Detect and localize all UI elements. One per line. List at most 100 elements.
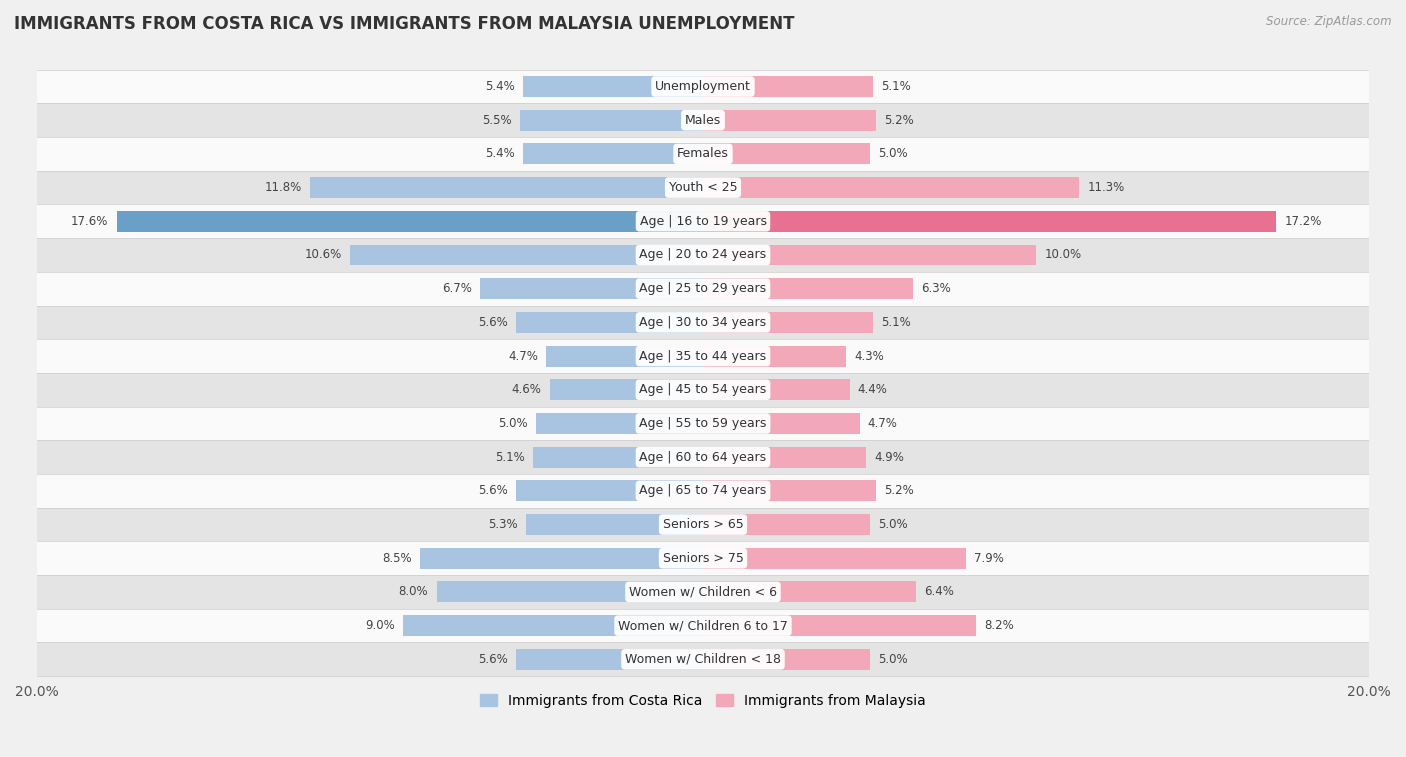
Bar (37, 508, 1369, 541)
Text: 5.6%: 5.6% (478, 484, 508, 497)
Text: Age | 45 to 54 years: Age | 45 to 54 years (640, 383, 766, 396)
Text: 5.6%: 5.6% (478, 316, 508, 329)
Bar (703, 110, 876, 131)
Bar (703, 615, 976, 636)
Text: 4.7%: 4.7% (508, 350, 538, 363)
Bar (37, 70, 1369, 104)
Bar (703, 177, 1080, 198)
Text: Source: ZipAtlas.com: Source: ZipAtlas.com (1267, 15, 1392, 28)
Text: 4.3%: 4.3% (855, 350, 884, 363)
Text: Age | 25 to 29 years: Age | 25 to 29 years (640, 282, 766, 295)
Text: 5.0%: 5.0% (877, 148, 907, 160)
Text: 5.5%: 5.5% (482, 114, 512, 126)
Text: 5.4%: 5.4% (485, 80, 515, 93)
Text: 11.3%: 11.3% (1088, 181, 1125, 194)
Bar (37, 137, 1369, 171)
Bar (350, 245, 703, 266)
Bar (404, 615, 703, 636)
Bar (520, 110, 703, 131)
Legend: Immigrants from Costa Rica, Immigrants from Malaysia: Immigrants from Costa Rica, Immigrants f… (475, 689, 931, 714)
Text: 8.2%: 8.2% (984, 619, 1014, 632)
Bar (37, 171, 1369, 204)
Text: 5.1%: 5.1% (882, 80, 911, 93)
Text: Age | 65 to 74 years: Age | 65 to 74 years (640, 484, 766, 497)
Bar (37, 441, 1369, 474)
Bar (37, 272, 1369, 306)
Bar (703, 211, 1275, 232)
Bar (703, 379, 849, 400)
Bar (37, 474, 1369, 508)
Text: Women w/ Children 6 to 17: Women w/ Children 6 to 17 (619, 619, 787, 632)
Bar (37, 407, 1369, 441)
Text: IMMIGRANTS FROM COSTA RICA VS IMMIGRANTS FROM MALAYSIA UNEMPLOYMENT: IMMIGRANTS FROM COSTA RICA VS IMMIGRANTS… (14, 15, 794, 33)
Bar (516, 649, 703, 670)
Text: Age | 20 to 24 years: Age | 20 to 24 years (640, 248, 766, 261)
Text: 17.2%: 17.2% (1284, 215, 1322, 228)
Text: 4.6%: 4.6% (512, 383, 541, 396)
Text: 5.1%: 5.1% (495, 450, 524, 464)
Bar (703, 514, 869, 535)
Text: Age | 16 to 19 years: Age | 16 to 19 years (640, 215, 766, 228)
Text: 5.0%: 5.0% (877, 653, 907, 666)
Bar (516, 481, 703, 501)
Bar (703, 279, 912, 299)
Bar (37, 104, 1369, 137)
Text: 5.4%: 5.4% (485, 148, 515, 160)
Text: Males: Males (685, 114, 721, 126)
Bar (117, 211, 703, 232)
Bar (550, 379, 703, 400)
Bar (523, 76, 703, 97)
Text: Women w/ Children < 18: Women w/ Children < 18 (626, 653, 780, 666)
Text: 6.4%: 6.4% (925, 585, 955, 599)
Bar (420, 548, 703, 569)
Text: Age | 30 to 34 years: Age | 30 to 34 years (640, 316, 766, 329)
Bar (37, 339, 1369, 373)
Text: Age | 55 to 59 years: Age | 55 to 59 years (640, 417, 766, 430)
Text: 8.0%: 8.0% (398, 585, 429, 599)
Bar (703, 76, 873, 97)
Bar (479, 279, 703, 299)
Text: Youth < 25: Youth < 25 (669, 181, 737, 194)
Bar (547, 346, 703, 366)
Text: Unemployment: Unemployment (655, 80, 751, 93)
Text: 5.0%: 5.0% (499, 417, 529, 430)
Bar (37, 238, 1369, 272)
Text: Seniors > 75: Seniors > 75 (662, 552, 744, 565)
Bar (516, 312, 703, 333)
Text: Age | 60 to 64 years: Age | 60 to 64 years (640, 450, 766, 464)
Bar (309, 177, 703, 198)
Bar (703, 649, 869, 670)
Text: 4.4%: 4.4% (858, 383, 887, 396)
Bar (37, 643, 1369, 676)
Bar (533, 447, 703, 468)
Text: 5.2%: 5.2% (884, 484, 914, 497)
Bar (37, 541, 1369, 575)
Bar (703, 447, 866, 468)
Bar (436, 581, 703, 603)
Text: 9.0%: 9.0% (366, 619, 395, 632)
Bar (703, 413, 859, 434)
Text: Females: Females (678, 148, 728, 160)
Bar (37, 609, 1369, 643)
Text: 5.1%: 5.1% (882, 316, 911, 329)
Text: 10.6%: 10.6% (304, 248, 342, 261)
Text: Age | 35 to 44 years: Age | 35 to 44 years (640, 350, 766, 363)
Text: 5.6%: 5.6% (478, 653, 508, 666)
Text: 10.0%: 10.0% (1045, 248, 1081, 261)
Text: 5.0%: 5.0% (877, 518, 907, 531)
Bar (703, 245, 1036, 266)
Bar (703, 481, 876, 501)
Bar (703, 548, 966, 569)
Text: 6.7%: 6.7% (441, 282, 471, 295)
Bar (526, 514, 703, 535)
Bar (37, 306, 1369, 339)
Bar (537, 413, 703, 434)
Bar (703, 144, 869, 164)
Bar (523, 144, 703, 164)
Bar (703, 346, 846, 366)
Text: 4.7%: 4.7% (868, 417, 898, 430)
Text: 4.9%: 4.9% (875, 450, 904, 464)
Bar (37, 575, 1369, 609)
Bar (37, 373, 1369, 407)
Text: 11.8%: 11.8% (264, 181, 302, 194)
